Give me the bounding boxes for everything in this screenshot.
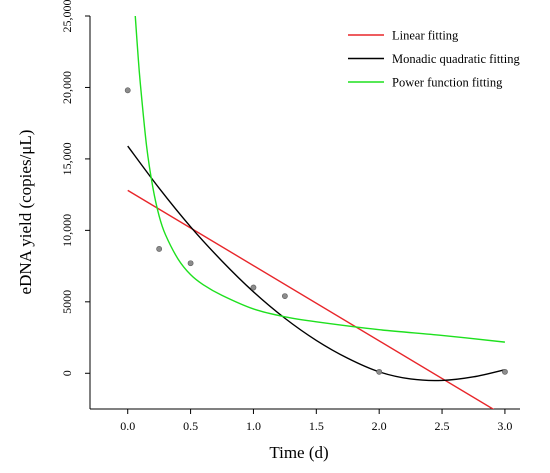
legend-label: Linear fitting <box>392 29 459 43</box>
data-point <box>124 87 131 94</box>
data-point <box>281 293 288 300</box>
y-tick-label: 10,000 <box>60 214 74 247</box>
y-axis-title: eDNA yield (copies/μL) <box>16 130 35 295</box>
y-tick-label: 0 <box>60 370 74 376</box>
x-tick-label: 0.5 <box>183 419 198 433</box>
data-points-layer <box>124 87 508 375</box>
legend-label: Power function fitting <box>392 76 503 90</box>
y-tick-label: 25,000 <box>60 0 74 33</box>
fit-lines-layer <box>127 16 506 409</box>
x-axis-title: Time (d) <box>269 443 328 462</box>
legend: Linear fitting Monadic quadratic fitting P… <box>348 29 520 90</box>
power-function-fitting-line <box>134 16 505 343</box>
x-tick-label: 2.5 <box>435 419 450 433</box>
x-tick-label: 0.0 <box>120 419 135 433</box>
y-tick-label: 20,000 <box>60 71 74 104</box>
monadic-quadratic-fitting-line <box>127 145 506 382</box>
ticks-layer: 0.0 0.5 1.0 1.5 2.0 2.5 3.0 0 5000 10,000 15,000 20… <box>60 0 512 433</box>
data-point <box>156 246 163 252</box>
x-tick-label: 1.0 <box>246 419 261 433</box>
x-tick-label: 3.0 <box>497 419 512 433</box>
y-tick-label: 15,000 <box>60 142 74 175</box>
linear-fitting-line <box>127 189 495 409</box>
x-tick-label: 1.5 <box>309 419 324 433</box>
data-point <box>187 260 194 267</box>
legend-label: Monadic quadratic fitting <box>392 52 520 66</box>
data-point <box>376 368 383 375</box>
x-tick-label: 2.0 <box>372 419 387 433</box>
y-tick-label: 5000 <box>60 290 74 314</box>
data-point <box>250 284 257 291</box>
data-point <box>502 368 508 375</box>
